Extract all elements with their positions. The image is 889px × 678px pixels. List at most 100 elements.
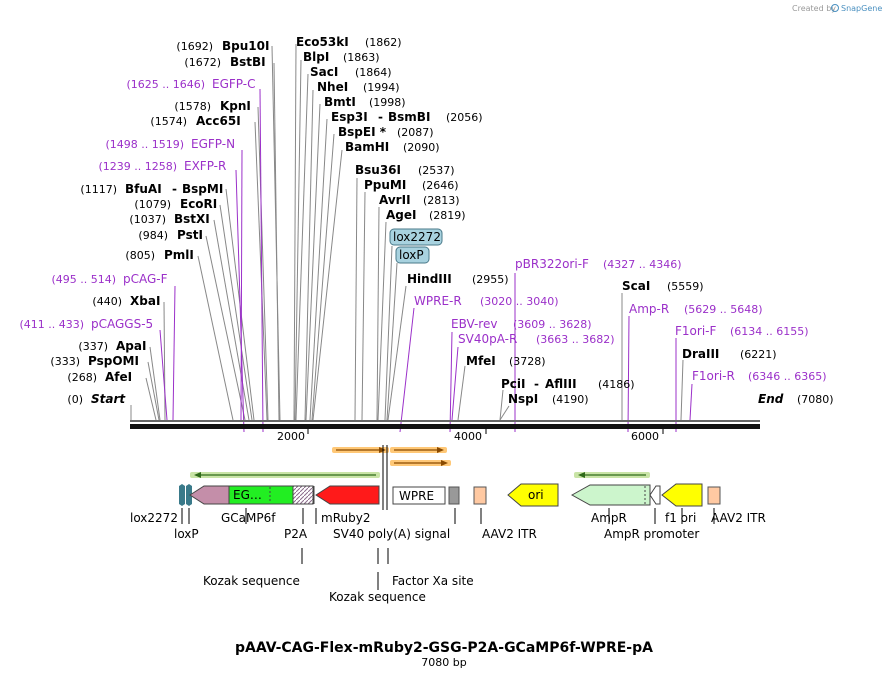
site-label-xbai: XbaI [130,294,160,308]
label-pos: (2056) [446,111,483,124]
label-pos: (2646) [422,179,459,192]
p2a-feature [292,485,314,505]
site-label-bspmi: BspMI [182,182,223,196]
label-pos: (1117) [80,183,117,196]
site-label-pmli: PmlI [164,248,194,262]
label-pos: (333) [50,355,80,368]
site-label-avrii: AvrII [379,193,411,207]
sv40-polya-label: SV40 poly(A) signal [333,527,450,541]
label-pos: (3728) [509,355,546,368]
label-pos: (1862) [365,36,402,49]
label-pos: (1692) [176,40,213,53]
label-pos: (268) [67,371,97,384]
ampr-label: AmpR [591,511,627,525]
label-pos: (1578) [174,100,211,113]
left-labels: (1692) Bpu10I (1672) BstBI (1625 .. 1646… [19,39,269,406]
site-label-nhei: NheI [317,80,348,94]
site-label-pcii: PciI [501,377,526,391]
sv40-polya-feature [448,486,460,505]
green-orf-arrows [190,472,650,478]
ori-feature [507,483,559,507]
label-pos: (1574) [150,115,187,128]
site-label-apai: ApaI [116,339,146,353]
site-label-hindiii: HindIII [407,272,452,286]
label-pos: (5559) [667,280,704,293]
ori-feature-label: ori [528,488,544,502]
label-pos: (1037) [129,213,166,226]
svg-text:-: - [534,377,539,391]
wpre-feature [392,486,446,505]
label-pos: (411 .. 433) [19,318,84,331]
plasmid-title: pAAV-CAG-Flex-mRuby2-GSG-P2A-GCaMP6f-WPR… [235,640,653,656]
site-label-bmti: BmtI [324,95,356,109]
ampr-promoter-feature [649,485,661,505]
label-pos: (3609 .. 3628) [513,318,592,331]
loxp-label: loxP [174,527,199,541]
label-pos: (1863) [343,51,380,64]
loxp-badge-label: loxP [399,248,424,262]
feature-label-exfp-r: EXFP-R [184,159,226,173]
label-pos: (5629 .. 5648) [684,303,763,316]
right-labels: HindIII (2955) pBR322ori-F (4327 .. 4346… [407,257,834,406]
site-label-bspei: BspEI * [338,125,387,139]
label-pos: (1672) [184,56,221,69]
site-label-scai: ScaI [622,279,650,293]
label-pos: (6134 .. 6155) [730,325,809,338]
ruler-label-2000: 2000 [277,430,305,443]
lox2272-badge [389,228,443,246]
feature-label-sv40pa-r: SV40pA-R [458,332,517,346]
label-pos: (6346 .. 6365) [748,370,827,383]
gcamp6f-feature [189,485,230,505]
feature-label-pcag-f: pCAG-F [123,272,168,286]
site-label-ecori: EcoRI [180,197,217,211]
label-pos: (6221) [740,348,777,361]
label-pos: (1998) [369,96,406,109]
site-label-psti: PstI [177,228,203,242]
label-pos: (4190) [552,393,589,406]
label-pos: (2087) [397,126,434,139]
site-label-bsu36i: Bsu36I [355,163,401,177]
svg-text:-: - [172,182,177,196]
feature-bar: EG… WPRE ori [179,445,721,510]
orf-arrows [332,447,451,466]
f1-ori-feature [661,483,703,507]
p2a-label: P2A [284,527,308,541]
site-label-bamhi: BamHI [345,140,389,154]
label-pos: (1864) [355,66,392,79]
site-label-bpu10i: Bpu10I [222,39,269,53]
mruby2-feature [315,485,380,505]
site-label-acc65i: Acc65I [196,114,241,128]
feature-ticks [181,508,715,590]
connector-lines [130,43,684,421]
feature-label-pcaggs-5: pCAGGS-5 [91,317,153,331]
label-pos: (1079) [134,198,171,211]
bottom-labels: lox2272 loxP GCaMP6f P2A mRuby2 SV40 pol… [130,511,766,604]
label-pos: (4186) [598,378,635,391]
label-pos: (337) [78,340,108,353]
mruby2-label: mRuby2 [321,511,370,525]
site-label-draiii: DraIII [682,347,719,361]
feature-label-f1ori-f: F1ori-F [675,324,716,338]
label-pos: (4327 .. 4346) [603,258,682,271]
feature-label-pbr322ori-f: pBR322ori-F [515,257,589,271]
site-label-ppumi: PpuMI [364,178,406,192]
label-pos: (2537) [418,164,455,177]
site-label-saci: SacI [310,65,338,79]
label-pos: (2819) [429,209,466,222]
aav2-itr-feature-2 [707,486,721,505]
factor-xa-site-label: Factor Xa site [392,574,474,588]
loxp-marker [186,484,192,506]
ruler-label-6000: 6000 [631,430,659,443]
label-pos: (440) [92,295,122,308]
feature-label-egfp-c: EGFP-C [212,77,255,91]
plasmid-length: 7080 bp [421,656,466,669]
feature-label-wpre-r: WPRE-R [414,294,462,308]
aav2-itr-feature-1 [473,486,487,505]
label-pos: (2955) [472,273,509,286]
label-pos: (3020 .. 3040) [480,295,559,308]
wpre-feature-label: WPRE [399,489,434,503]
kozak-sequence-label-1: Kozak sequence [203,574,300,588]
label-pos: (495 .. 514) [51,273,116,286]
site-label-bsmbi: BsmBI [388,110,430,124]
